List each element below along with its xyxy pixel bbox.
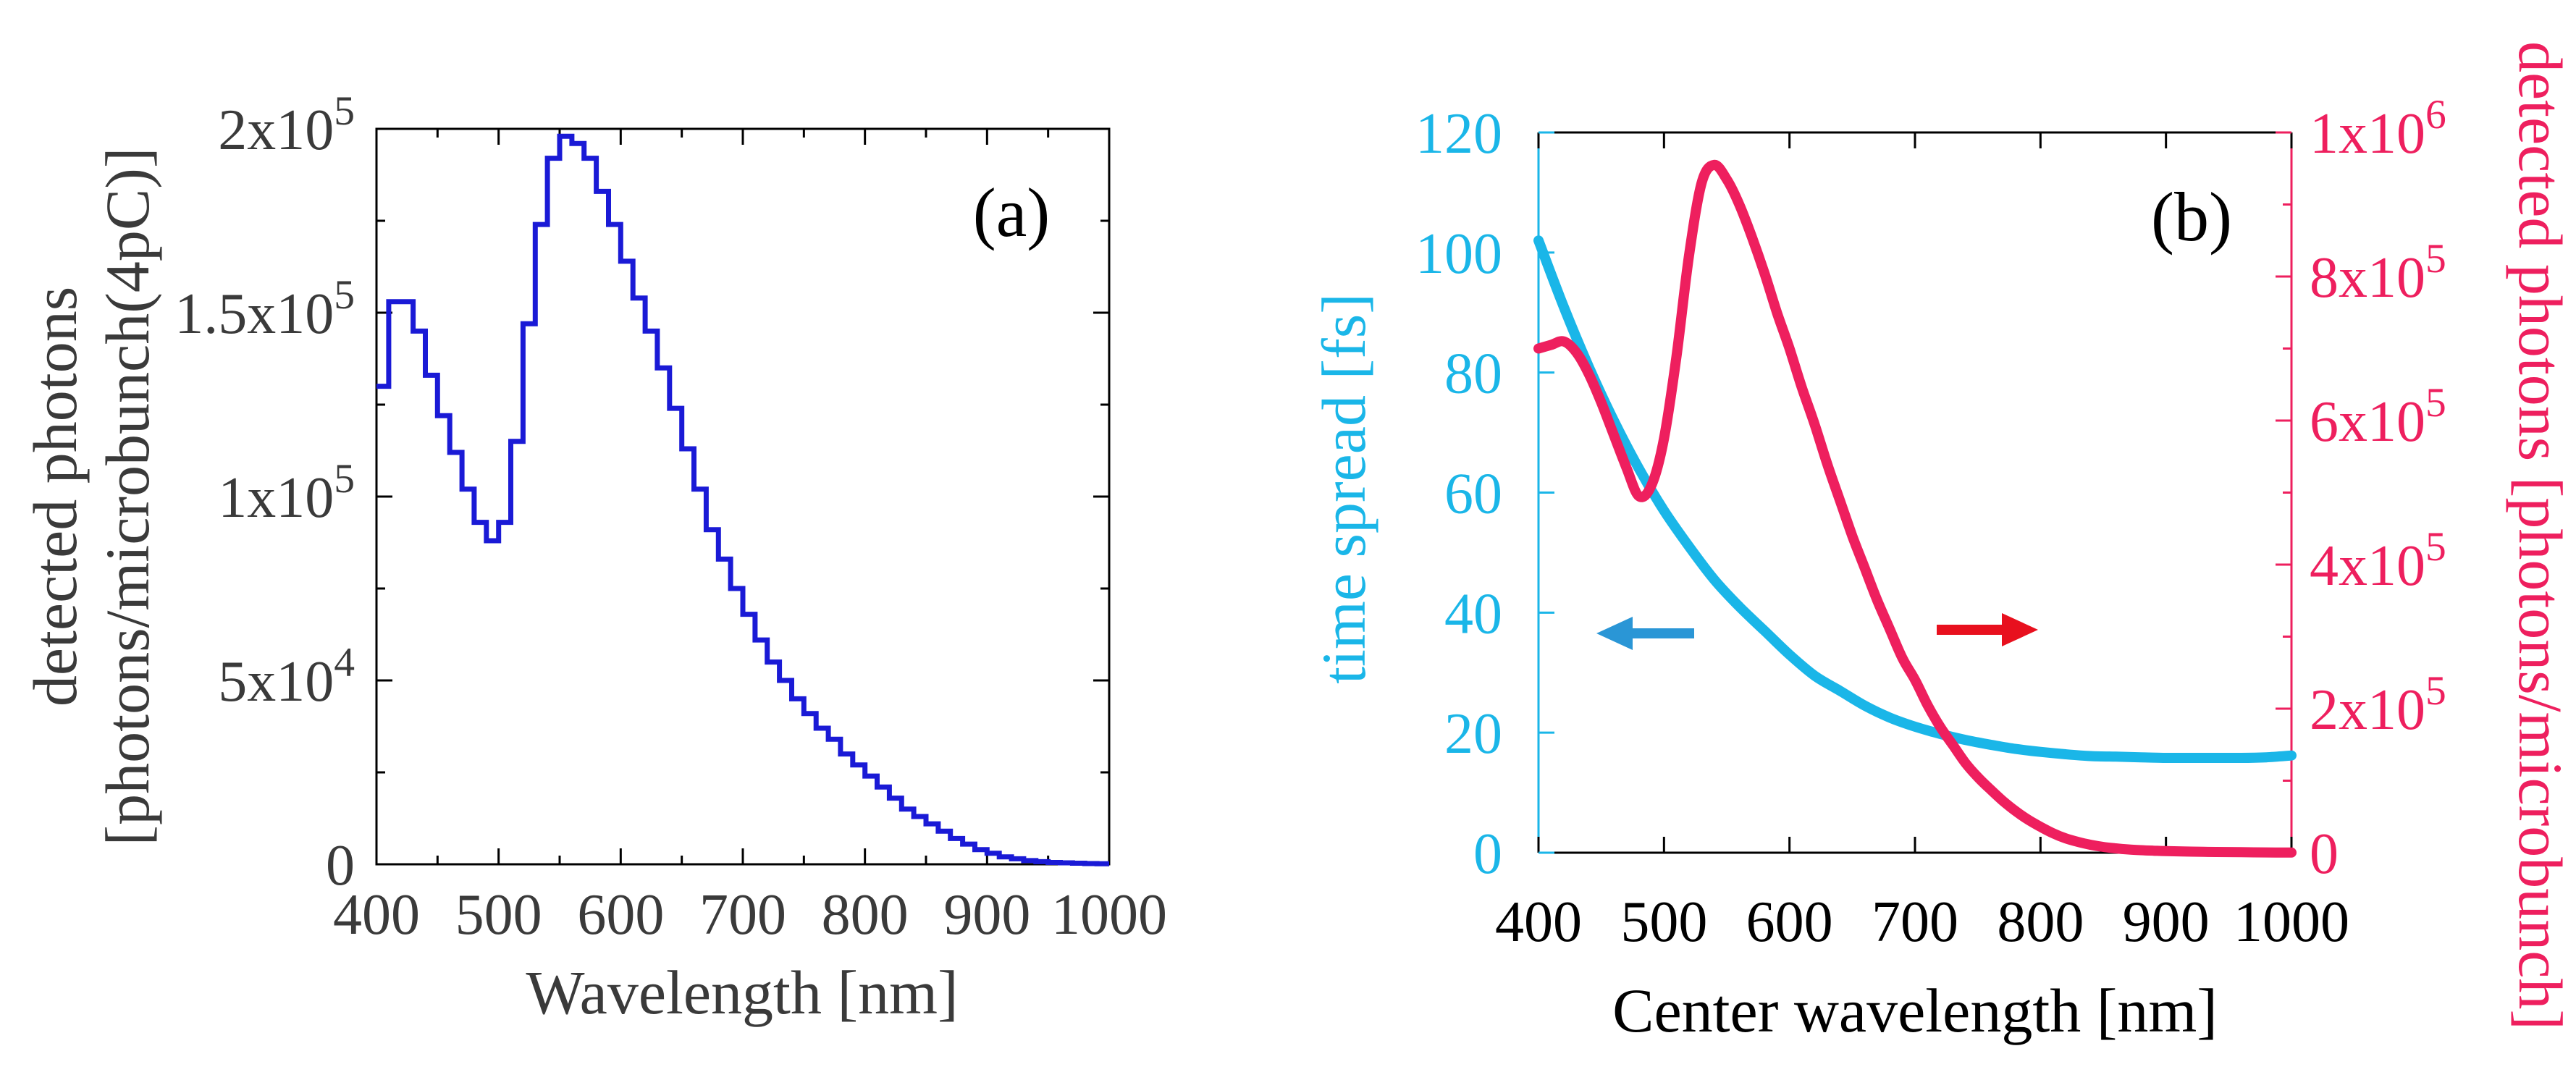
x-tick-label: 1000 (2234, 890, 2349, 954)
y-tick-label-left: 60 (1444, 463, 1502, 526)
y-tick-label-right: 6x105 (2310, 380, 2446, 454)
y-tick-label: 0 (326, 834, 355, 898)
y-axis-label-right-b: detected photons [photons/microbunch] (2506, 41, 2575, 1030)
panel-label-a: (a) (973, 174, 1051, 251)
y-tick-label-left: 100 (1415, 222, 1502, 286)
right-axis-arrow (1937, 613, 2038, 646)
left-axis-arrow (1596, 617, 1694, 650)
x-tick-label: 400 (333, 883, 420, 947)
y-tick-label: 5x104 (218, 640, 355, 714)
y-tick-label-left: 40 (1444, 582, 1502, 646)
x-tick-label: 500 (455, 883, 542, 947)
x-tick-label: 700 (699, 883, 786, 947)
x-tick-label: 900 (943, 883, 1030, 947)
detected-photons-series (1533, 159, 2297, 858)
x-tick-label: 1000 (1051, 883, 1167, 947)
y-axis-label-line1: detected photons (20, 287, 90, 706)
y-axis-label-left-b: time spread [fs] (1309, 293, 1379, 684)
panel-b: 400 500 600 700 800 900 1000 0 20 40 60 80 100 120 0… (1309, 41, 2575, 1045)
y-tick-label: 2x105 (218, 88, 355, 162)
x-tick-label: 600 (577, 883, 664, 947)
panel-label-b: (b) (2151, 178, 2232, 256)
y-tick-label: 1x105 (218, 456, 355, 530)
y-tick-label-right: 4x105 (2310, 524, 2446, 598)
panel-a: 400 500 600 700 800 900 1000 0 5x104 1x105 1.5x10… (20, 88, 1167, 1027)
x-tick-label: 800 (822, 883, 909, 947)
x-tick-label: 400 (1495, 890, 1582, 954)
y-axis-label-line2: [photons/microbunch(4pC)] (93, 148, 162, 846)
y-tick-label: 1.5x105 (174, 272, 355, 346)
x-tick-label: 600 (1746, 890, 1833, 954)
y-tick-label-right: 2x105 (2310, 668, 2446, 742)
x-axis-label-a: Wavelength [nm] (526, 958, 958, 1027)
x-axis-label-b: Center wavelength [nm] (1612, 976, 2218, 1045)
y-tick-label-left: 0 (1473, 822, 1502, 886)
y-tick-label-left: 80 (1444, 342, 1502, 406)
x-tick-label: 500 (1620, 890, 1707, 954)
y-tick-label-right: 8x105 (2310, 236, 2446, 310)
x-tick-label: 900 (2123, 890, 2210, 954)
x-tick-label: 700 (1872, 890, 1958, 954)
y-tick-label-right: 1x106 (2310, 92, 2446, 166)
x-tick-label: 800 (1997, 890, 2084, 954)
y-tick-label-right: 0 (2310, 822, 2339, 886)
y-tick-label-left: 20 (1444, 702, 1502, 766)
step-series (376, 133, 1109, 866)
y-tick-label-left: 120 (1415, 102, 1502, 166)
